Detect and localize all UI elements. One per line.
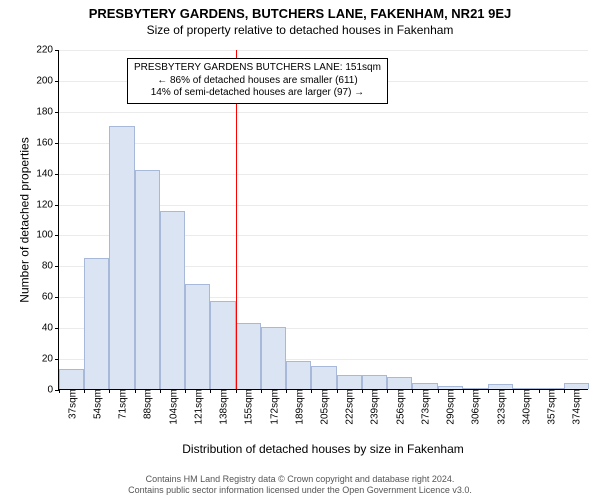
x-tick-mark [513, 389, 514, 393]
y-tick-label: 160 [36, 137, 59, 148]
x-tick-mark [236, 389, 237, 393]
marker-annotation-box: PRESBYTERY GARDENS BUTCHERS LANE: 151sqm… [127, 58, 388, 104]
x-tick-mark [210, 389, 211, 393]
annotation-line-2: ← 86% of detached houses are smaller (61… [134, 75, 381, 88]
histogram-bar [185, 284, 210, 389]
y-axis-label: Number of detached properties [18, 137, 32, 302]
x-tick-label: 37sqm [65, 389, 78, 419]
y-tick-label: 0 [47, 385, 59, 396]
annotation-line-1: PRESBYTERY GARDENS BUTCHERS LANE: 151sqm [134, 62, 381, 75]
x-tick-label: 155sqm [242, 389, 255, 425]
histogram-bar [387, 377, 412, 389]
histogram-bar [236, 323, 261, 389]
x-tick-mark [311, 389, 312, 393]
histogram-bar [286, 361, 311, 389]
y-tick-label: 140 [36, 168, 59, 179]
x-tick-label: 323sqm [494, 389, 507, 425]
x-tick-label: 71sqm [116, 389, 129, 419]
x-tick-label: 290sqm [444, 389, 457, 425]
x-tick-mark [286, 389, 287, 393]
histogram-bar [337, 375, 362, 389]
x-tick-mark [412, 389, 413, 393]
x-tick-label: 273sqm [418, 389, 431, 425]
y-tick-label: 40 [42, 323, 59, 334]
histogram-bar [261, 327, 286, 389]
annotation-line-3: 14% of semi-detached houses are larger (… [134, 87, 381, 100]
y-tick-label: 100 [36, 230, 59, 241]
chart-title: PRESBYTERY GARDENS, BUTCHERS LANE, FAKEN… [0, 0, 600, 21]
x-tick-label: 104sqm [166, 389, 179, 425]
histogram-bar [135, 170, 160, 389]
footer-line-2: Contains public sector information licen… [0, 485, 600, 496]
grid-line [59, 112, 588, 113]
histogram-bar [59, 369, 84, 389]
x-tick-mark [84, 389, 85, 393]
x-tick-mark [109, 389, 110, 393]
y-tick-label: 80 [42, 261, 59, 272]
x-tick-label: 88sqm [141, 389, 154, 419]
x-tick-label: 374sqm [570, 389, 583, 425]
footer-attribution: Contains HM Land Registry data © Crown c… [0, 474, 600, 497]
y-tick-label: 120 [36, 199, 59, 210]
x-tick-label: 121sqm [191, 389, 204, 425]
x-tick-mark [185, 389, 186, 393]
y-tick-label: 20 [42, 354, 59, 365]
x-tick-label: 239sqm [368, 389, 381, 425]
y-tick-label: 180 [36, 106, 59, 117]
x-tick-label: 172sqm [267, 389, 280, 425]
x-tick-mark [387, 389, 388, 393]
x-tick-label: 357sqm [545, 389, 558, 425]
histogram-bar [362, 375, 387, 389]
x-tick-label: 306sqm [469, 389, 482, 425]
histogram-bar [84, 258, 109, 389]
x-tick-label: 189sqm [292, 389, 305, 425]
x-tick-label: 205sqm [318, 389, 331, 425]
histogram-bar [109, 126, 134, 389]
x-tick-mark [261, 389, 262, 393]
x-tick-label: 222sqm [343, 389, 356, 425]
x-tick-label: 54sqm [90, 389, 103, 419]
grid-line [59, 50, 588, 51]
y-tick-label: 220 [36, 45, 59, 56]
x-tick-mark [135, 389, 136, 393]
chart-subtitle: Size of property relative to detached ho… [0, 21, 600, 37]
histogram-bar [311, 366, 336, 389]
x-tick-mark [463, 389, 464, 393]
x-tick-label: 256sqm [393, 389, 406, 425]
x-tick-mark [488, 389, 489, 393]
x-axis-label: Distribution of detached houses by size … [58, 442, 588, 456]
histogram-bar [160, 211, 185, 389]
x-tick-mark [362, 389, 363, 393]
y-tick-label: 60 [42, 292, 59, 303]
x-tick-mark [564, 389, 565, 393]
x-tick-label: 138sqm [217, 389, 230, 425]
footer-line-1: Contains HM Land Registry data © Crown c… [0, 474, 600, 485]
x-tick-label: 340sqm [519, 389, 532, 425]
x-tick-mark [59, 389, 60, 393]
x-tick-mark [160, 389, 161, 393]
x-tick-mark [539, 389, 540, 393]
y-tick-label: 200 [36, 75, 59, 86]
grid-line [59, 143, 588, 144]
x-tick-mark [337, 389, 338, 393]
x-tick-mark [438, 389, 439, 393]
histogram-bar [210, 301, 235, 389]
